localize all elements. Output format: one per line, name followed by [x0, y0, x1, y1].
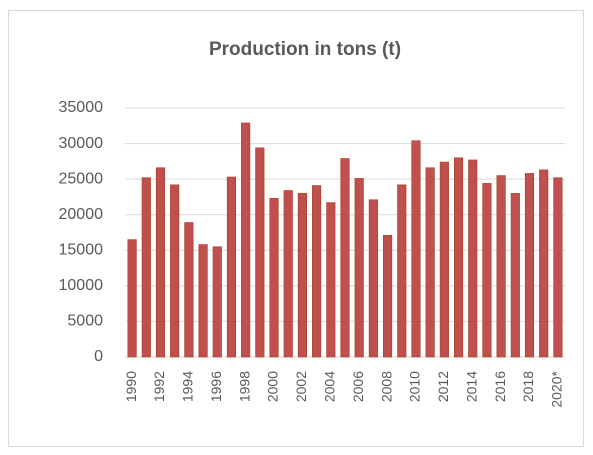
bar [212, 246, 222, 358]
x-tick-label: 2010 [407, 371, 423, 402]
bar [453, 157, 464, 358]
bar [425, 167, 435, 358]
bar [539, 169, 549, 358]
bar [255, 147, 265, 358]
x-tick-label: 1994 [180, 371, 196, 402]
y-tick-label: 15000 [59, 242, 104, 259]
bar [397, 184, 407, 358]
bar [226, 176, 237, 358]
x-tick-label: 2004 [322, 371, 338, 402]
bar [283, 190, 293, 358]
bar [141, 177, 151, 358]
y-tick-label: 25000 [59, 170, 104, 187]
bar [510, 193, 520, 358]
bar [496, 175, 506, 358]
bar [439, 161, 449, 358]
bar [241, 122, 251, 358]
y-tick-label: 30000 [59, 135, 104, 152]
bar [184, 222, 194, 358]
x-tick-label: 1996 [208, 371, 224, 402]
x-tick-label: 2008 [378, 371, 394, 402]
y-tick-label: 0 [94, 348, 103, 365]
x-tick-label: 2018 [520, 371, 536, 402]
y-tick-label: 35000 [59, 99, 104, 116]
bar [553, 177, 563, 358]
bar [326, 202, 336, 358]
bar [468, 159, 478, 358]
bar [155, 167, 166, 358]
x-tick-label: 1990 [123, 371, 139, 402]
bar [482, 183, 492, 358]
bar [354, 178, 364, 358]
bar [170, 184, 180, 358]
bar [198, 244, 208, 358]
bar [524, 173, 535, 358]
bar [340, 158, 350, 358]
bar [312, 185, 322, 358]
chart-title: Production in tons (t) [209, 39, 401, 60]
bar [269, 198, 279, 358]
x-tick-label: 1998 [236, 371, 252, 402]
bar [127, 239, 137, 358]
y-tick-label: 5000 [67, 313, 103, 330]
bar [411, 140, 421, 358]
x-tick-label: 2000 [265, 371, 281, 402]
y-tick-label: 10000 [59, 277, 104, 294]
y-tick-label: 20000 [59, 206, 104, 223]
x-tick-label: 2020* [549, 370, 565, 407]
bar [297, 193, 307, 358]
bar [368, 199, 378, 358]
x-tick-label: 2016 [492, 371, 508, 402]
x-tick-label: 2012 [435, 371, 451, 402]
bar [383, 235, 393, 358]
x-tick-label: 2006 [350, 371, 366, 402]
x-tick-label: 1992 [151, 371, 167, 402]
x-tick-label: 2014 [463, 371, 479, 402]
x-tick-label: 2002 [293, 371, 309, 402]
